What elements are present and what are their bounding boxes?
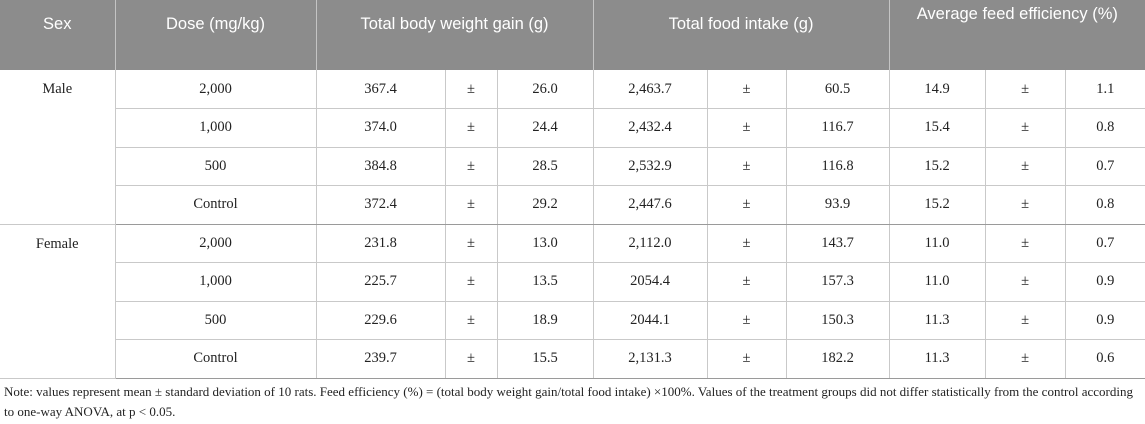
food-intake-sd-cell: 116.7: [786, 108, 890, 148]
dose-cell: Control: [115, 185, 317, 225]
feed-efficiency-sd-cell: 0.8: [1065, 185, 1145, 225]
plus-minus-cell: ±: [707, 262, 787, 302]
weight-gain-sd-cell: 29.2: [497, 185, 594, 225]
food-intake-sd-cell: 182.2: [786, 339, 890, 379]
feed-efficiency-sd-cell: 1.1: [1065, 70, 1145, 109]
table-row: 500 384.8 ±28.5 2,532.9 ±116.8 15.2 ±0.7: [0, 147, 1145, 186]
food-intake-mean-cell: 2,463.7: [593, 70, 708, 109]
feed-efficiency-mean-cell: 15.2: [889, 147, 986, 186]
feed-efficiency-mean-cell: 11.3: [889, 339, 986, 379]
dose-cell: 500: [115, 301, 317, 340]
feed-efficiency-sd-cell: 0.9: [1065, 262, 1145, 302]
header-feed-efficiency: Average feed efficiency (%): [889, 0, 1145, 70]
food-intake-sd-cell: 93.9: [786, 185, 890, 225]
plus-minus-cell: ±: [985, 185, 1066, 225]
header-row: Sex Dose (mg/kg) Total body weight gain …: [0, 0, 1145, 70]
food-intake-sd-cell: 116.8: [786, 147, 890, 186]
plus-minus-cell: ±: [707, 70, 787, 109]
weight-gain-sd-cell: 26.0: [497, 70, 594, 109]
feed-efficiency-sd-cell: 0.9: [1065, 301, 1145, 340]
feed-efficiency-mean-cell: 11.3: [889, 301, 986, 340]
table-row: Male 2,000 367.4 ±26.0 2,463.7 ±60.5 14.9 ±1.1: [0, 70, 1145, 225]
header-sex: Sex: [0, 0, 116, 70]
plus-minus-cell: ±: [985, 108, 1066, 148]
plus-minus-cell: ±: [445, 108, 498, 148]
plus-minus-cell: ±: [445, 224, 498, 263]
food-intake-sd-cell: 150.3: [786, 301, 890, 340]
plus-minus-cell: ±: [707, 339, 787, 379]
plus-minus-cell: ±: [985, 224, 1066, 263]
sex-cell: Male: [0, 70, 116, 225]
weight-gain-mean-cell: 239.7: [316, 339, 446, 379]
weight-gain-sd-cell: 15.5: [497, 339, 594, 379]
header-weight-gain: Total body weight gain (g): [316, 0, 594, 70]
plus-minus-cell: ±: [445, 147, 498, 186]
food-intake-sd-cell: 157.3: [786, 262, 890, 302]
plus-minus-cell: ±: [707, 185, 787, 225]
table-note: Note: values represent mean ± standard d…: [4, 384, 1134, 419]
feed-efficiency-sd-cell: 0.8: [1065, 108, 1145, 148]
plus-minus-cell: ±: [985, 339, 1066, 379]
weight-gain-sd-cell: 28.5: [497, 147, 594, 186]
dose-cell: 2,000: [115, 70, 317, 109]
plus-minus-cell: ±: [985, 147, 1066, 186]
feed-efficiency-sd-cell: 0.6: [1065, 339, 1145, 379]
food-intake-mean-cell: 2044.1: [593, 301, 708, 340]
food-intake-mean-cell: 2,131.3: [593, 339, 708, 379]
table-body: Male 2,000 367.4 ±26.0 2,463.7 ±60.5 14.9 ±1.1 1…: [0, 70, 1145, 379]
table-row: 1,000 225.7 ±13.5 2054.4 ±157.3 11.0 ±0.9: [0, 262, 1145, 302]
table-row: 1,000 374.0 ±24.4 2,432.4 ±116.7 15.4 ±0.8: [0, 108, 1145, 148]
feed-efficiency-mean-cell: 14.9: [889, 70, 986, 109]
food-intake-mean-cell: 2054.4: [593, 262, 708, 302]
weight-gain-mean-cell: 372.4: [316, 185, 446, 225]
dose-cell: Control: [115, 339, 317, 379]
dose-cell: 500: [115, 147, 317, 186]
table-row: Control 372.4 ±29.2 2,447.6 ±93.9 15.2 ±0.8: [0, 185, 1145, 225]
feed-efficiency-sd-cell: 0.7: [1065, 224, 1145, 263]
weight-gain-mean-cell: 229.6: [316, 301, 446, 340]
food-intake-mean-cell: 2,432.4: [593, 108, 708, 148]
feed-efficiency-mean-cell: 15.4: [889, 108, 986, 148]
food-intake-mean-cell: 2,532.9: [593, 147, 708, 186]
plus-minus-cell: ±: [985, 70, 1066, 109]
plus-minus-cell: ±: [445, 185, 498, 225]
dose-cell: 1,000: [115, 262, 317, 302]
weight-gain-mean-cell: 231.8: [316, 224, 446, 263]
weight-gain-mean-cell: 384.8: [316, 147, 446, 186]
table-row: 500 229.6 ±18.9 2044.1 ±150.3 11.3 ±0.9: [0, 301, 1145, 340]
plus-minus-cell: ±: [445, 339, 498, 379]
weight-gain-sd-cell: 24.4: [497, 108, 594, 148]
plus-minus-cell: ±: [445, 301, 498, 340]
weight-gain-mean-cell: 225.7: [316, 262, 446, 302]
table-row: Female 2,000 231.8 ±13.0 2,112.0 ±143.7 11.0 ±0…: [0, 224, 1145, 379]
feed-efficiency-mean-cell: 11.0: [889, 262, 986, 302]
food-intake-mean-cell: 2,447.6: [593, 185, 708, 225]
dose-cell: 1,000: [115, 108, 317, 148]
food-intake-sd-cell: 143.7: [786, 224, 890, 263]
plus-minus-cell: ±: [707, 301, 787, 340]
plus-minus-cell: ±: [707, 108, 787, 148]
table-row: Control 239.7 ±15.5 2,131.3 ±182.2 11.3 ±0.6: [0, 339, 1145, 379]
plus-minus-cell: ±: [445, 262, 498, 302]
data-table: Sex Dose (mg/kg) Total body weight gain …: [0, 0, 1145, 379]
plus-minus-cell: ±: [985, 301, 1066, 340]
weight-gain-mean-cell: 374.0: [316, 108, 446, 148]
weight-gain-sd-cell: 13.5: [497, 262, 594, 302]
feed-efficiency-sd-cell: 0.7: [1065, 147, 1145, 186]
weight-gain-mean-cell: 367.4: [316, 70, 446, 109]
plus-minus-cell: ±: [707, 224, 787, 263]
sex-cell: Female: [0, 224, 116, 379]
dose-cell: 2,000: [115, 224, 317, 263]
food-intake-sd-cell: 60.5: [786, 70, 890, 109]
plus-minus-cell: ±: [445, 70, 498, 109]
plus-minus-cell: ±: [985, 262, 1066, 302]
food-intake-mean-cell: 2,112.0: [593, 224, 708, 263]
header-dose: Dose (mg/kg): [115, 0, 317, 70]
feed-efficiency-mean-cell: 11.0: [889, 224, 986, 263]
weight-gain-sd-cell: 13.0: [497, 224, 594, 263]
plus-minus-cell: ±: [707, 147, 787, 186]
header-food-intake: Total food intake (g): [593, 0, 890, 70]
feed-efficiency-mean-cell: 15.2: [889, 185, 986, 225]
weight-gain-sd-cell: 18.9: [497, 301, 594, 340]
